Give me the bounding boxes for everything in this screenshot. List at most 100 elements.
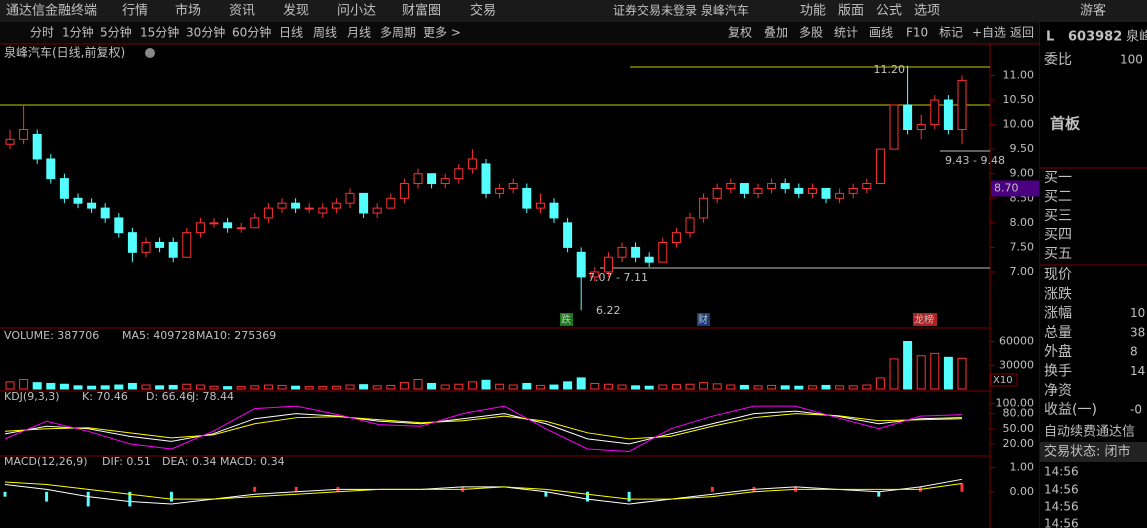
menu-item[interactable]: 行情: [122, 4, 148, 19]
indicator-header: MACD: 0.34: [220, 455, 285, 468]
candle-body: [671, 232, 681, 243]
volume-bar: [386, 384, 396, 390]
menu-item[interactable]: 交易: [470, 3, 496, 19]
action-button[interactable]: +自选: [972, 26, 1006, 40]
candle-body: [549, 202, 559, 219]
period-button[interactable]: 日线: [279, 26, 303, 40]
volume-bar: [807, 385, 817, 390]
action-button[interactable]: 画线: [869, 26, 893, 40]
volume-bar: [753, 385, 763, 390]
user-menu[interactable]: 游客: [1080, 3, 1106, 19]
candle-body: [304, 207, 314, 210]
candle-body: [5, 138, 15, 145]
annotation: 11.20: [874, 63, 906, 76]
volume-bar: [848, 385, 858, 390]
bid-label: 买三: [1044, 208, 1072, 224]
volume-bar: [155, 385, 165, 390]
action-button[interactable]: 叠加: [764, 26, 788, 40]
event-tag[interactable]: [560, 313, 573, 326]
candle-body: [603, 256, 613, 273]
action-button[interactable]: 复权: [728, 26, 752, 40]
period-button[interactable]: 15分钟: [140, 25, 179, 40]
tick-time: 14:56: [1044, 465, 1079, 479]
volume-bar: [413, 379, 423, 390]
volume-bar: [168, 384, 178, 390]
bid-label: 买五: [1044, 246, 1072, 262]
menu-item[interactable]: 资讯: [229, 4, 255, 19]
menu-tool[interactable]: 版面: [838, 4, 864, 19]
action-button[interactable]: 标记: [939, 26, 963, 40]
volume-bar: [427, 382, 437, 390]
menu-tool[interactable]: 选项: [914, 4, 940, 19]
menu-tool[interactable]: 公式: [876, 4, 902, 19]
volume-bar: [141, 384, 151, 390]
candle-body: [535, 202, 545, 209]
annotation: 6.22: [596, 304, 621, 317]
volume-bar: [835, 385, 845, 390]
candle-body: [155, 241, 165, 248]
period-button[interactable]: 周线: [313, 26, 337, 40]
event-tag[interactable]: [697, 313, 710, 326]
event-tag[interactable]: [913, 313, 937, 326]
menu-bar: [0, 0, 1147, 22]
macd-line: [4, 478, 963, 505]
action-button[interactable]: 返回: [1010, 26, 1034, 40]
candle-body: [726, 183, 736, 189]
candle-body: [114, 217, 124, 234]
candle-body: [454, 168, 464, 180]
kdj-tick-label: 80.00: [1003, 407, 1035, 420]
volume-tick-label: 60000: [999, 335, 1034, 348]
candle-body: [767, 183, 777, 189]
period-button[interactable]: 60分钟: [232, 25, 271, 40]
period-button[interactable]: 更多 >: [423, 26, 461, 40]
period-button[interactable]: 30分钟: [186, 25, 225, 40]
menu-tool[interactable]: 功能: [800, 4, 826, 19]
candle-body: [739, 183, 749, 194]
tick-time: 14:56: [1044, 517, 1079, 528]
volume-bar: [481, 379, 491, 390]
period-button[interactable]: 多周期: [380, 26, 416, 40]
candle-body: [508, 183, 518, 189]
volume-bar: [671, 384, 681, 390]
period-button[interactable]: 月线: [347, 26, 371, 40]
menu-item[interactable]: 市场: [175, 3, 201, 19]
period-button[interactable]: 分时: [30, 26, 54, 40]
volume-bar: [467, 381, 477, 390]
macd-line: [4, 481, 963, 500]
candle-body: [957, 79, 967, 131]
volume-bar: [685, 383, 695, 390]
action-button[interactable]: 多股: [799, 26, 823, 40]
login-notice: 证券交易未登录 泉峰汽车: [613, 3, 749, 18]
candle-body: [495, 187, 505, 194]
candle-body: [399, 183, 409, 199]
candle-body: [685, 217, 695, 234]
menu-item[interactable]: 财富圈: [402, 3, 441, 19]
action-button[interactable]: F10: [906, 26, 928, 40]
macd-tick-label: 0.00: [1010, 485, 1035, 498]
period-button[interactable]: 1分钟: [62, 25, 94, 40]
chart-menu-icon[interactable]: [145, 48, 155, 58]
volume-bar: [644, 385, 654, 390]
candle-body: [277, 202, 287, 209]
action-button[interactable]: 统计: [834, 26, 858, 40]
volume-bar: [889, 358, 899, 390]
period-button[interactable]: 5分钟: [100, 25, 132, 40]
field-label: 收益(一): [1044, 402, 1097, 418]
price-tick-label: 10.50: [1003, 93, 1035, 106]
volume-bar: [345, 384, 355, 390]
volume-bar: [236, 386, 246, 390]
volume-bar: [943, 356, 953, 390]
unit-box: [990, 373, 1018, 387]
menu-item[interactable]: 发现: [283, 3, 309, 19]
candle-body: [807, 187, 817, 194]
field-label: 外盘: [1044, 343, 1072, 360]
candle-body: [19, 129, 29, 140]
price-tick-label: 7.00: [1010, 265, 1035, 278]
menu-item[interactable]: 问小达: [337, 4, 376, 19]
volume-bar: [631, 385, 641, 390]
volume-bar: [223, 386, 233, 390]
volume-bar: [699, 382, 709, 390]
candle-body: [848, 187, 858, 194]
indicator-header: J: 78.44: [191, 390, 234, 403]
volume-bar: [182, 383, 192, 390]
